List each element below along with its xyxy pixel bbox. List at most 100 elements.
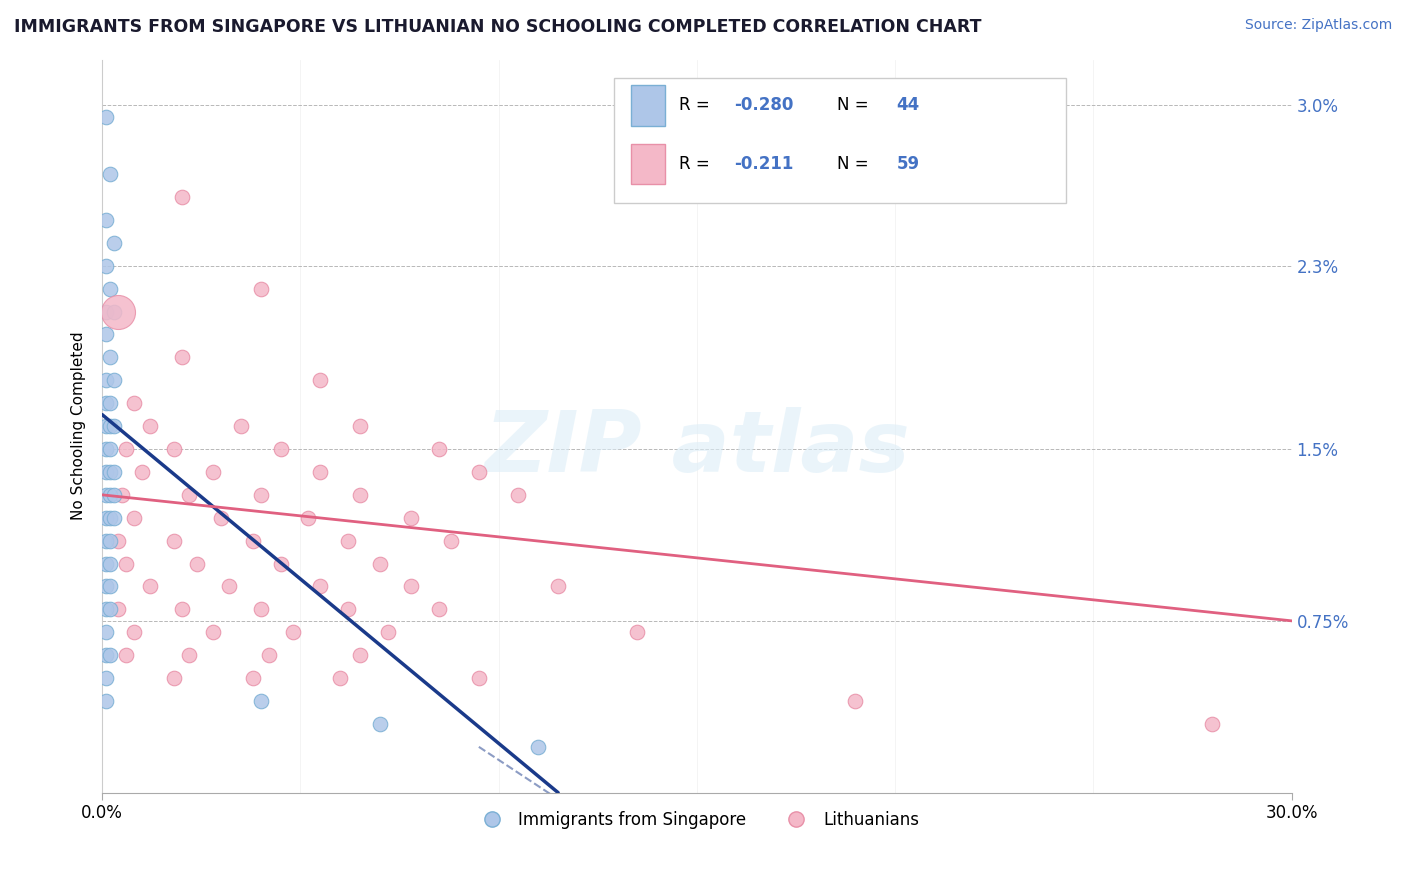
Point bbox=[468, 465, 491, 479]
Point bbox=[179, 488, 201, 502]
Point bbox=[508, 488, 530, 502]
Point bbox=[844, 694, 866, 708]
Point bbox=[249, 282, 271, 296]
Point bbox=[107, 533, 129, 548]
Text: R =: R = bbox=[679, 96, 716, 114]
Point bbox=[337, 533, 360, 548]
Point bbox=[103, 373, 125, 387]
Point bbox=[96, 396, 118, 410]
Point bbox=[122, 510, 145, 524]
Point bbox=[349, 488, 371, 502]
Point bbox=[96, 373, 118, 387]
Point bbox=[202, 625, 225, 640]
Point bbox=[249, 602, 271, 616]
Text: R =: R = bbox=[679, 155, 720, 173]
Point bbox=[281, 625, 304, 640]
Text: -0.211: -0.211 bbox=[734, 155, 793, 173]
Point bbox=[527, 739, 550, 754]
Point bbox=[96, 557, 118, 571]
Point bbox=[162, 442, 184, 456]
Point bbox=[242, 533, 264, 548]
Point bbox=[111, 488, 134, 502]
Point bbox=[170, 351, 193, 365]
Point bbox=[103, 510, 125, 524]
Point bbox=[96, 110, 118, 124]
Point bbox=[96, 488, 118, 502]
Point bbox=[98, 488, 121, 502]
Text: N =: N = bbox=[837, 155, 875, 173]
Point bbox=[309, 579, 332, 593]
Point bbox=[131, 465, 153, 479]
Point bbox=[96, 213, 118, 227]
Point bbox=[349, 419, 371, 434]
Point bbox=[468, 671, 491, 685]
Point bbox=[96, 648, 118, 663]
Point bbox=[96, 327, 118, 342]
FancyBboxPatch shape bbox=[613, 78, 1066, 202]
Point bbox=[202, 465, 225, 479]
Point bbox=[427, 442, 450, 456]
Point bbox=[229, 419, 252, 434]
Point bbox=[98, 351, 121, 365]
Point bbox=[427, 602, 450, 616]
Point bbox=[98, 442, 121, 456]
Point bbox=[309, 373, 332, 387]
Point bbox=[103, 304, 125, 318]
Point bbox=[249, 488, 271, 502]
Point bbox=[297, 510, 319, 524]
Point bbox=[162, 671, 184, 685]
Point bbox=[98, 648, 121, 663]
Point bbox=[270, 557, 292, 571]
Point bbox=[401, 510, 423, 524]
Point bbox=[107, 602, 129, 616]
Point bbox=[440, 533, 463, 548]
Point bbox=[309, 465, 332, 479]
Point bbox=[103, 465, 125, 479]
Point bbox=[103, 488, 125, 502]
Y-axis label: No Schooling Completed: No Schooling Completed bbox=[72, 332, 86, 520]
Point bbox=[107, 304, 129, 318]
FancyBboxPatch shape bbox=[631, 86, 665, 126]
Point bbox=[98, 533, 121, 548]
Point bbox=[139, 419, 162, 434]
Point bbox=[209, 510, 232, 524]
Text: ZIP atlas: ZIP atlas bbox=[484, 407, 910, 490]
Point bbox=[96, 510, 118, 524]
Point bbox=[98, 510, 121, 524]
Point bbox=[242, 671, 264, 685]
Point bbox=[401, 579, 423, 593]
Text: N =: N = bbox=[837, 96, 875, 114]
Point bbox=[96, 304, 118, 318]
Point bbox=[115, 442, 138, 456]
Point bbox=[122, 396, 145, 410]
Point bbox=[162, 533, 184, 548]
Point bbox=[96, 533, 118, 548]
Point bbox=[96, 419, 118, 434]
Point bbox=[98, 396, 121, 410]
Point bbox=[96, 579, 118, 593]
Point bbox=[547, 579, 569, 593]
Point bbox=[96, 671, 118, 685]
Point bbox=[98, 419, 121, 434]
Legend: Immigrants from Singapore, Lithuanians: Immigrants from Singapore, Lithuanians bbox=[468, 805, 925, 836]
Point bbox=[115, 557, 138, 571]
Text: -0.280: -0.280 bbox=[734, 96, 793, 114]
Point bbox=[626, 625, 648, 640]
Point bbox=[377, 625, 399, 640]
Point bbox=[103, 235, 125, 250]
Point bbox=[96, 625, 118, 640]
Point bbox=[170, 190, 193, 204]
Point bbox=[170, 602, 193, 616]
Point bbox=[98, 557, 121, 571]
Text: IMMIGRANTS FROM SINGAPORE VS LITHUANIAN NO SCHOOLING COMPLETED CORRELATION CHART: IMMIGRANTS FROM SINGAPORE VS LITHUANIAN … bbox=[14, 18, 981, 36]
Point bbox=[96, 442, 118, 456]
Text: Source: ZipAtlas.com: Source: ZipAtlas.com bbox=[1244, 18, 1392, 32]
Point bbox=[96, 465, 118, 479]
Point bbox=[122, 625, 145, 640]
Point bbox=[218, 579, 240, 593]
Point bbox=[98, 167, 121, 181]
Point bbox=[139, 579, 162, 593]
Point bbox=[96, 694, 118, 708]
Point bbox=[98, 579, 121, 593]
Point bbox=[249, 694, 271, 708]
